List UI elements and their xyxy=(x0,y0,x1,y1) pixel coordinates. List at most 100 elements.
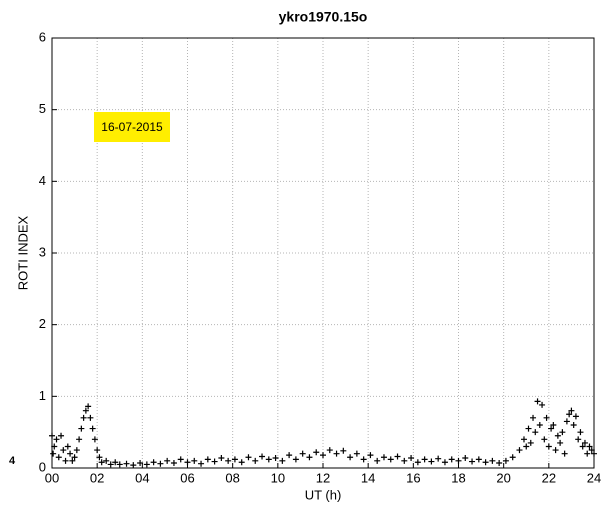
point xyxy=(448,456,455,463)
point xyxy=(123,460,130,467)
x-tick-label: 06 xyxy=(180,470,194,485)
chart-title: ykro1970.15o xyxy=(279,9,368,25)
point xyxy=(534,398,541,405)
point xyxy=(98,459,105,466)
point xyxy=(527,439,534,446)
x-tick-label: 16 xyxy=(406,470,420,485)
point xyxy=(550,422,557,428)
point xyxy=(541,436,548,443)
point xyxy=(455,457,462,464)
point xyxy=(238,459,245,466)
point xyxy=(225,457,232,464)
point xyxy=(462,454,469,461)
point xyxy=(64,443,71,450)
point xyxy=(525,425,532,432)
point xyxy=(340,447,347,454)
point xyxy=(441,459,448,466)
point xyxy=(170,459,177,466)
point xyxy=(164,457,171,464)
annotation-box xyxy=(94,112,170,142)
point xyxy=(347,454,354,461)
point xyxy=(408,454,415,461)
point xyxy=(58,432,65,439)
point xyxy=(559,429,566,436)
point xyxy=(272,454,279,461)
point xyxy=(552,447,559,454)
point xyxy=(320,452,326,459)
point xyxy=(380,454,387,461)
point xyxy=(489,457,496,464)
point xyxy=(107,461,114,468)
point xyxy=(85,403,92,410)
point xyxy=(211,458,218,465)
point xyxy=(577,429,584,436)
point xyxy=(435,455,442,462)
point xyxy=(536,422,543,428)
point xyxy=(482,459,489,466)
x-tick-label: 24 xyxy=(587,470,601,485)
point xyxy=(572,413,579,420)
point xyxy=(62,457,69,464)
y-tick-label: 2 xyxy=(39,316,46,331)
y-tick-label: 3 xyxy=(39,244,46,259)
point xyxy=(50,450,57,457)
point xyxy=(554,432,561,439)
point xyxy=(87,414,94,421)
x-tick-label: 22 xyxy=(542,470,556,485)
point xyxy=(326,447,333,454)
x-tick-label: 10 xyxy=(271,470,285,485)
x-tick-label: 20 xyxy=(496,470,510,485)
point xyxy=(279,457,286,464)
point xyxy=(548,425,555,432)
point xyxy=(516,447,523,454)
point xyxy=(91,436,98,443)
point xyxy=(561,450,568,457)
y-tick-label: 0 xyxy=(39,459,46,474)
point xyxy=(557,439,564,446)
point xyxy=(286,452,293,459)
point xyxy=(76,436,83,443)
x-tick-label: 08 xyxy=(225,470,239,485)
point xyxy=(586,443,593,450)
point xyxy=(532,429,539,436)
point xyxy=(367,452,374,459)
point xyxy=(71,454,78,461)
point xyxy=(143,461,150,468)
x-tick-label: 02 xyxy=(90,470,104,485)
points xyxy=(49,398,597,469)
point xyxy=(96,454,103,461)
point xyxy=(566,411,573,418)
x-tick-label: 18 xyxy=(451,470,465,485)
x-tick-label: 00 xyxy=(45,470,59,485)
point xyxy=(218,454,225,461)
point xyxy=(69,457,76,464)
point xyxy=(116,461,123,468)
point xyxy=(496,459,503,466)
point xyxy=(198,460,205,467)
point xyxy=(570,422,577,428)
point xyxy=(157,460,164,467)
x-tick-label: 14 xyxy=(361,470,375,485)
point xyxy=(568,407,575,414)
point xyxy=(469,458,476,465)
point xyxy=(60,447,67,454)
point xyxy=(265,456,272,463)
point xyxy=(428,458,435,465)
point xyxy=(313,449,320,456)
point xyxy=(103,457,110,464)
point xyxy=(150,459,157,466)
point xyxy=(414,459,421,466)
point xyxy=(73,447,80,454)
point xyxy=(530,414,537,421)
point xyxy=(579,443,586,450)
point xyxy=(231,456,238,463)
point xyxy=(67,450,74,457)
point xyxy=(259,453,266,460)
point xyxy=(53,436,60,443)
point xyxy=(360,456,367,463)
point xyxy=(333,450,340,457)
y-tick-label: 1 xyxy=(39,388,46,403)
point xyxy=(292,456,299,463)
